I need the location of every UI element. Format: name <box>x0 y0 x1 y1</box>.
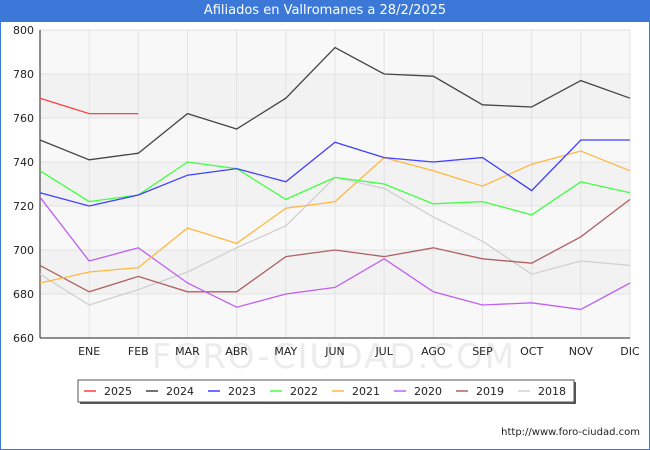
series-line-2021 <box>39 150 631 284</box>
y-tick-label: 700 <box>13 244 34 257</box>
series-line-2024 <box>39 46 631 161</box>
x-tick-label: OCT <box>520 345 543 358</box>
legend-label: 2018 <box>538 385 566 398</box>
x-tick-label: ABR <box>225 345 248 358</box>
legend-label: 2024 <box>166 385 194 398</box>
watermark: FORO-CIUDAD.COM <box>152 337 516 377</box>
legend-box <box>77 379 575 403</box>
legend-label: 2021 <box>352 385 380 398</box>
series-line-2019 <box>39 198 631 293</box>
y-tick-label: 740 <box>13 156 34 169</box>
x-axis-ticks: ENE FEB MAR ABR MAY JUN JUL AGO SEP OCT NOV DIC <box>78 345 640 358</box>
x-tick-label: NOV <box>569 345 594 358</box>
x-tick-label: SEP <box>472 345 493 358</box>
y-tick-label: 720 <box>13 200 34 213</box>
source-url[interactable]: http://www.foro-ciudad.com <box>501 427 640 438</box>
x-tick-label: JUN <box>324 345 345 358</box>
y-tick-label: 800 <box>13 24 34 37</box>
chart-title: Afiliados en Vallromanes a 28/2/2025 <box>0 0 650 22</box>
y-tick-label: 680 <box>13 288 34 301</box>
x-tick-label: JUL <box>374 345 393 358</box>
x-tick-label: ENE <box>78 345 100 358</box>
series-line-2020 <box>39 196 631 311</box>
y-tick-label: 660 <box>13 332 34 345</box>
x-tick-label: AGO <box>421 345 446 358</box>
grid-lines <box>39 29 631 339</box>
y-tick-label: 780 <box>13 68 34 81</box>
series-line-2025 <box>39 97 139 115</box>
legend-label: 2023 <box>228 385 256 398</box>
x-tick-label: MAR <box>175 345 200 358</box>
legend-label: 2025 <box>104 385 132 398</box>
legend-label: 2022 <box>290 385 318 398</box>
x-tick-label: MAY <box>274 345 297 358</box>
y-tick-label: 760 <box>13 112 34 125</box>
legend-label: 2020 <box>414 385 442 398</box>
y-axis-ticks: 660 680 700 720 740 760 780 800 <box>13 24 34 345</box>
legend: 2025 2024 2023 2022 2021 2020 2019 2018 <box>77 379 576 404</box>
series-lines <box>39 46 631 311</box>
x-tick-label: FEB <box>128 345 149 358</box>
series-line-2023 <box>39 139 630 207</box>
x-tick-label: DIC <box>620 345 640 358</box>
legend-label: 2019 <box>476 385 504 398</box>
